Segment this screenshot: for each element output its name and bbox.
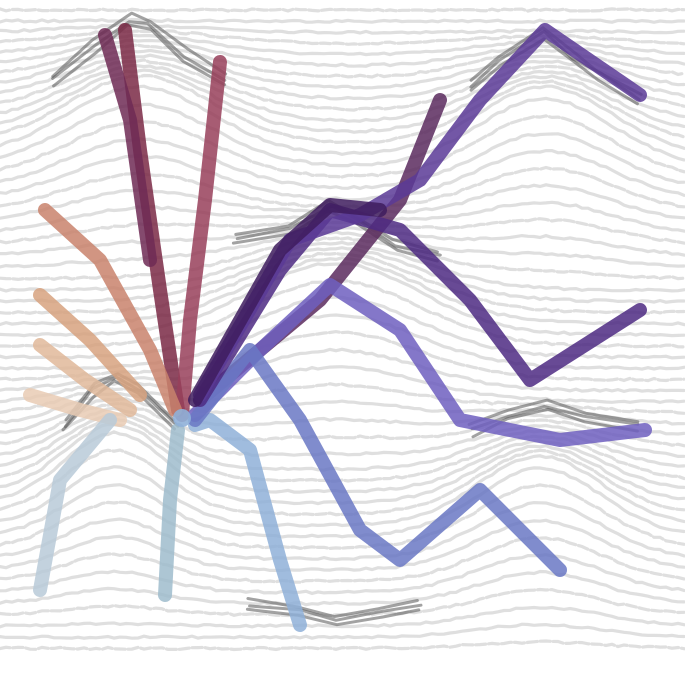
contour-line [0, 114, 685, 179]
contour-line [0, 382, 685, 415]
contour-layer [0, 7, 685, 652]
contour-line [0, 256, 685, 327]
contour-line [0, 132, 685, 191]
trail-stroke [98, 28, 157, 267]
trail-layer [23, 23, 652, 632]
trail-stroke [188, 343, 567, 577]
contour-line [0, 535, 685, 584]
trail-stroke [33, 413, 117, 597]
contour-line [0, 230, 685, 269]
contour-line [0, 17, 685, 24]
ridge-line [52, 23, 227, 88]
contour-line [0, 569, 685, 607]
contour-line [0, 622, 685, 640]
trail-stroke [188, 413, 307, 632]
contour-line [0, 96, 685, 168]
contour-line [0, 466, 685, 539]
contour-line [0, 406, 685, 459]
trail-stroke [188, 278, 652, 447]
ridge-line [51, 11, 228, 78]
trail-stroke [158, 423, 185, 602]
contour-line [0, 7, 685, 13]
ridge-line [246, 597, 419, 619]
trail-stroke [33, 338, 137, 417]
ridge-line [245, 607, 421, 627]
trail-stroke [33, 288, 147, 402]
contour-line [0, 483, 685, 551]
trail-stroke [38, 203, 182, 417]
ridge-line [51, 20, 227, 82]
trail-stroke [188, 198, 387, 407]
contour-line [0, 518, 685, 573]
contour-line [0, 639, 685, 652]
contour-line [0, 500, 685, 562]
contour-line [0, 454, 685, 528]
contour-line [0, 448, 685, 517]
contour-line [0, 552, 685, 596]
ridge-line [467, 398, 640, 426]
trail-stroke [175, 55, 227, 422]
ridge-line [248, 603, 423, 622]
contour-line [0, 365, 685, 405]
contour-line [0, 605, 685, 629]
contour-line [0, 251, 685, 315]
ridge-line [469, 37, 639, 106]
trail-hub [173, 409, 191, 427]
